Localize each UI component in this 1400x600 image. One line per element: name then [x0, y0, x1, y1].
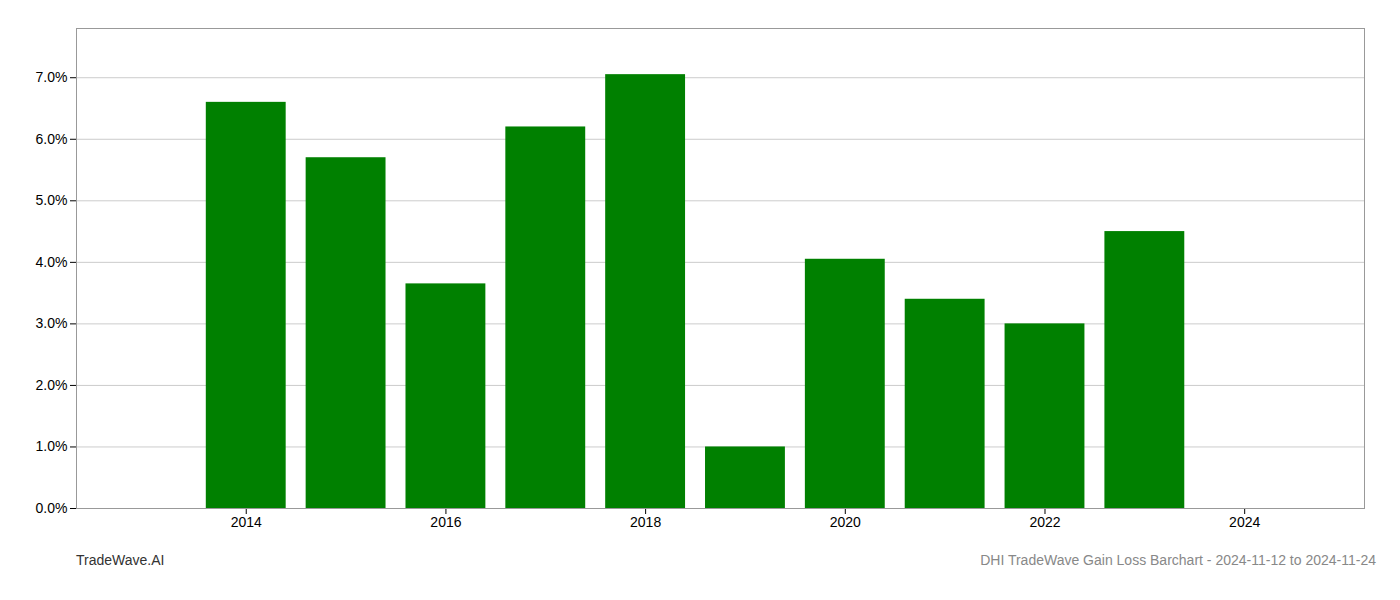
- svg-text:5.0%: 5.0%: [36, 192, 68, 208]
- svg-text:2016: 2016: [430, 514, 461, 530]
- svg-text:2022: 2022: [1029, 514, 1060, 530]
- svg-text:1.0%: 1.0%: [36, 438, 68, 454]
- svg-text:3.0%: 3.0%: [36, 315, 68, 331]
- html-text:TradeWave.AI: TradeWave.AI: [76, 552, 165, 568]
- svg-text:2.0%: 2.0%: [36, 377, 68, 393]
- svg-text:2024: 2024: [1229, 514, 1260, 530]
- svg-text:2018: 2018: [630, 514, 661, 530]
- svg-text:6.0%: 6.0%: [36, 131, 68, 147]
- svg-text:2014: 2014: [231, 514, 262, 530]
- svg-text:4.0%: 4.0%: [36, 254, 68, 270]
- svg-text:2020: 2020: [830, 514, 861, 530]
- svg-text:7.0%: 7.0%: [36, 69, 68, 85]
- html-text:DHI TradeWave Gain Loss Barcha: DHI TradeWave Gain Loss Barchart - 2024-…: [980, 552, 1376, 568]
- svg-text:0.0%: 0.0%: [36, 500, 68, 516]
